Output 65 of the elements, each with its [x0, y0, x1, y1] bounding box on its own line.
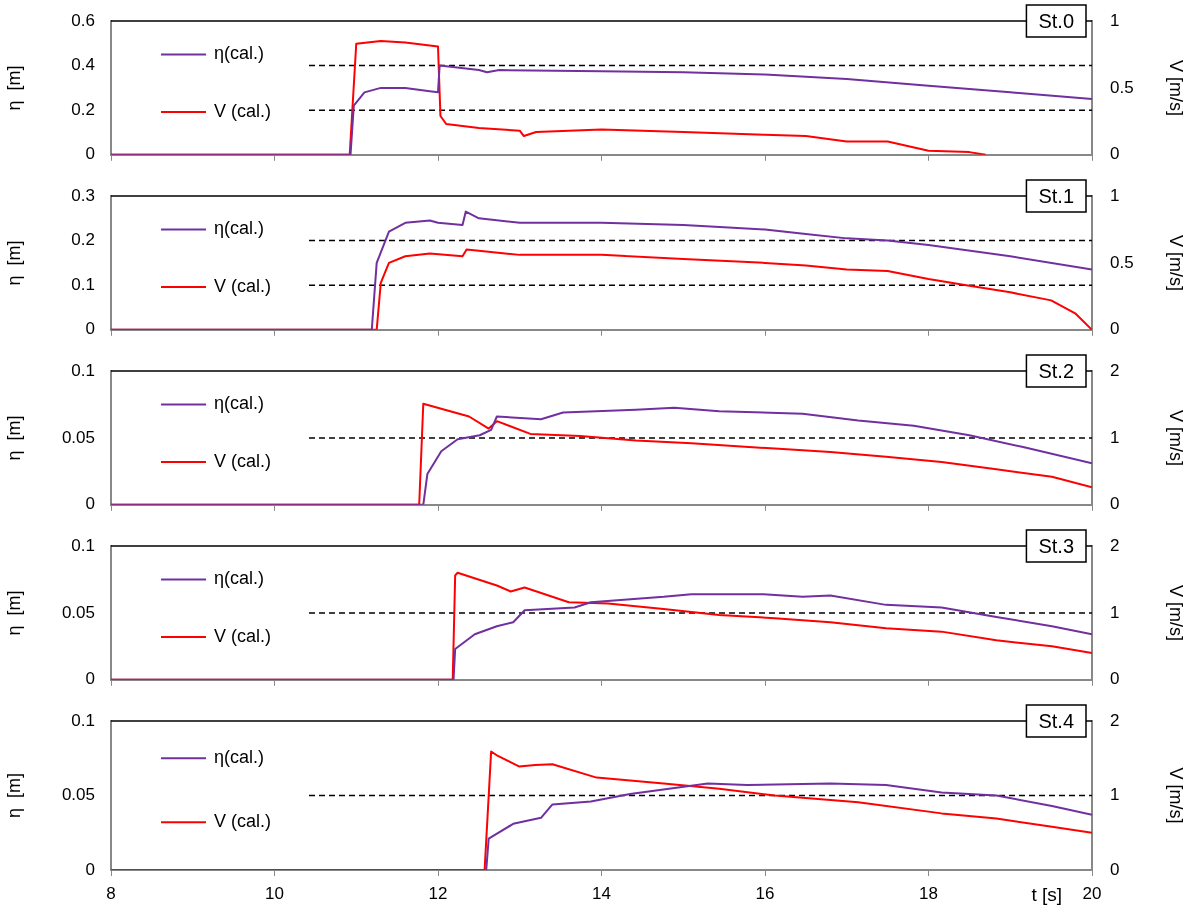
y2-tick-label: 0.5 — [1110, 252, 1134, 272]
y-axis-title: η [m] — [3, 415, 24, 461]
y-axis-title: η [m] — [3, 590, 24, 636]
y2-tick-label: 1 — [1110, 602, 1120, 622]
annotation: St.1 — [1038, 184, 1074, 207]
x-tick-label: 14 — [592, 883, 611, 903]
y2-tick-label: 0 — [1110, 319, 1120, 339]
y-tick-label: 0 — [85, 319, 95, 339]
y-axis-title: η [m] — [3, 65, 24, 111]
x-tick-label: 18 — [919, 883, 938, 903]
y2-tick-label: 0 — [1110, 669, 1120, 689]
y2-tick-label: 2 — [1110, 360, 1120, 380]
y2-axis-title: V [m/s] — [1166, 59, 1187, 116]
y-tick-label: 0.2 — [71, 230, 95, 250]
y2-tick-label: 1 — [1110, 427, 1120, 447]
x-tick-label: 10 — [265, 883, 284, 903]
y-axis-title: η [m] — [3, 240, 24, 286]
y-tick-label: 0.05 — [61, 602, 95, 622]
y-tick-label: 0 — [85, 494, 95, 514]
y-tick-label: 0.2 — [71, 99, 95, 119]
y-tick-label: 0 — [85, 859, 95, 879]
y2-tick-label: 2 — [1110, 535, 1120, 555]
legend-label: V (cal.) — [214, 100, 272, 121]
y-tick-label: 0.3 — [71, 185, 95, 205]
x-tick-label: 12 — [428, 883, 448, 903]
legend-label: V (cal.) — [214, 275, 272, 296]
y2-tick-label: 0.5 — [1110, 77, 1134, 97]
x-axis-title: t [s] — [1031, 884, 1062, 906]
legend-label: η(cal.) — [214, 393, 265, 414]
y2-axis-title: V [m/s] — [1166, 767, 1187, 824]
y-tick-label: 0 — [85, 669, 95, 689]
legend-label: η(cal.) — [214, 568, 265, 589]
annotation: St.3 — [1038, 534, 1074, 557]
y-tick-label: 0.05 — [61, 427, 95, 447]
legend-label: V (cal.) — [214, 450, 272, 471]
legend-label: η(cal.) — [214, 218, 265, 239]
y2-tick-label: 1 — [1110, 185, 1120, 205]
annotation: St.4 — [1038, 709, 1074, 732]
x-tick-label: 8 — [106, 883, 116, 903]
legend-label: V (cal.) — [214, 811, 272, 832]
annotation: St.2 — [1038, 359, 1074, 382]
y-tick-label: 0 — [85, 144, 95, 164]
x-tick-label: 16 — [755, 883, 775, 903]
y2-tick-label: 1 — [1110, 10, 1120, 30]
y2-tick-label: 1 — [1110, 785, 1120, 805]
y-tick-label: 0.1 — [71, 274, 95, 294]
y2-tick-label: 2 — [1110, 710, 1120, 730]
legend-label: V (cal.) — [214, 625, 272, 646]
legend-label: η(cal.) — [214, 747, 265, 768]
y-axis-title: η [m] — [3, 772, 24, 819]
y-tick-label: 0.4 — [71, 55, 95, 75]
y-tick-label: 0.1 — [71, 710, 95, 730]
y2-axis-title: V [m/s] — [1166, 409, 1187, 466]
y-tick-label: 0.1 — [71, 360, 95, 380]
annotation: St.0 — [1038, 9, 1074, 32]
y2-tick-label: 0 — [1110, 859, 1120, 879]
y-tick-label: 0.05 — [61, 785, 95, 805]
legend-label: η(cal.) — [214, 43, 265, 64]
y-tick-label: 0.1 — [71, 535, 95, 555]
y2-axis-title: V [m/s] — [1166, 584, 1187, 641]
y-tick-label: 0.6 — [71, 10, 95, 30]
y2-tick-label: 0 — [1110, 144, 1120, 164]
y2-tick-label: 0 — [1110, 494, 1120, 514]
y2-axis-title: V [m/s] — [1166, 234, 1187, 291]
x-tick-label: 20 — [1082, 883, 1102, 903]
